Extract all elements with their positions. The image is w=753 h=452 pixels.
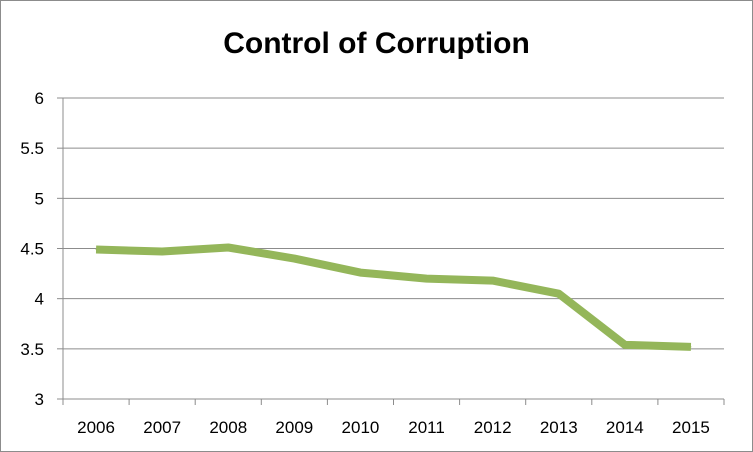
chart-title: Control of Corruption [223,27,530,60]
data-point [95,249,97,251]
x-tick-label: 2014 [606,418,644,437]
y-tick-label: 3 [35,390,44,409]
y-tick-label: 3.5 [20,340,44,359]
x-tick-label: 2006 [77,418,115,437]
x-tick-label: 2015 [672,418,710,437]
series-line-0 [95,243,692,351]
data-point [161,251,163,253]
x-tick-label: 2012 [474,418,512,437]
x-tick-label: 2013 [540,418,578,437]
data-point [624,344,626,346]
data-point [558,293,560,295]
y-tick-label: 4.5 [20,240,44,259]
data-point [492,280,494,282]
data-point [690,346,692,348]
data-point [426,278,428,280]
data-point [359,272,361,274]
y-tick-label: 6 [35,89,44,108]
x-tick-label: 2010 [342,418,380,437]
x-tick-label: 2009 [275,418,313,437]
data-point [227,246,229,248]
y-tick-label: 5 [35,189,44,208]
x-tick-label: 2011 [408,418,445,437]
data-point [293,258,295,260]
x-tick-label: 2007 [143,418,181,437]
y-tick-label: 5.5 [20,139,44,158]
y-tick-label: 4 [35,290,44,309]
x-tick-label: 2008 [209,418,247,437]
